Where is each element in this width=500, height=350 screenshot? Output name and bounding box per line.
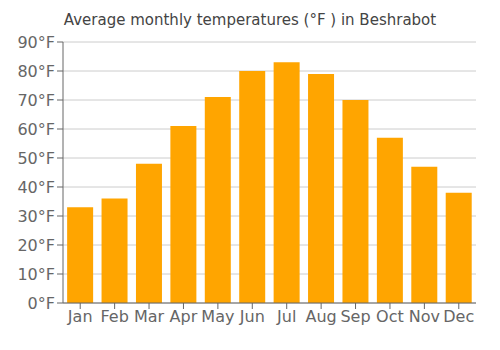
svg-text:80°F: 80°F — [17, 62, 55, 81]
svg-text:Apr: Apr — [170, 307, 198, 326]
svg-text:30°F: 30°F — [17, 207, 55, 226]
svg-text:Jul: Jul — [276, 307, 296, 326]
svg-text:May: May — [201, 307, 234, 326]
svg-text:0°F: 0°F — [28, 294, 55, 313]
svg-text:40°F: 40°F — [17, 178, 55, 197]
svg-text:Feb: Feb — [100, 307, 128, 326]
svg-text:Oct: Oct — [376, 307, 404, 326]
svg-text:10°F: 10°F — [17, 265, 55, 284]
svg-text:50°F: 50°F — [17, 149, 55, 168]
svg-text:Aug: Aug — [306, 307, 337, 326]
svg-text:Nov: Nov — [409, 307, 440, 326]
svg-text:Jun: Jun — [239, 307, 265, 326]
html-text:Average monthly temperatures (: Average monthly temperatures (°F ) in Be… — [63, 11, 437, 29]
svg-text:70°F: 70°F — [17, 91, 55, 110]
svg-text:20°F: 20°F — [17, 236, 55, 255]
svg-text:Dec: Dec — [443, 307, 474, 326]
svg-text:60°F: 60°F — [17, 120, 55, 139]
svg-text:Mar: Mar — [134, 307, 165, 326]
svg-text:90°F: 90°F — [17, 33, 55, 52]
svg-text:Jan: Jan — [67, 307, 93, 326]
svg-text:Sep: Sep — [340, 307, 370, 326]
